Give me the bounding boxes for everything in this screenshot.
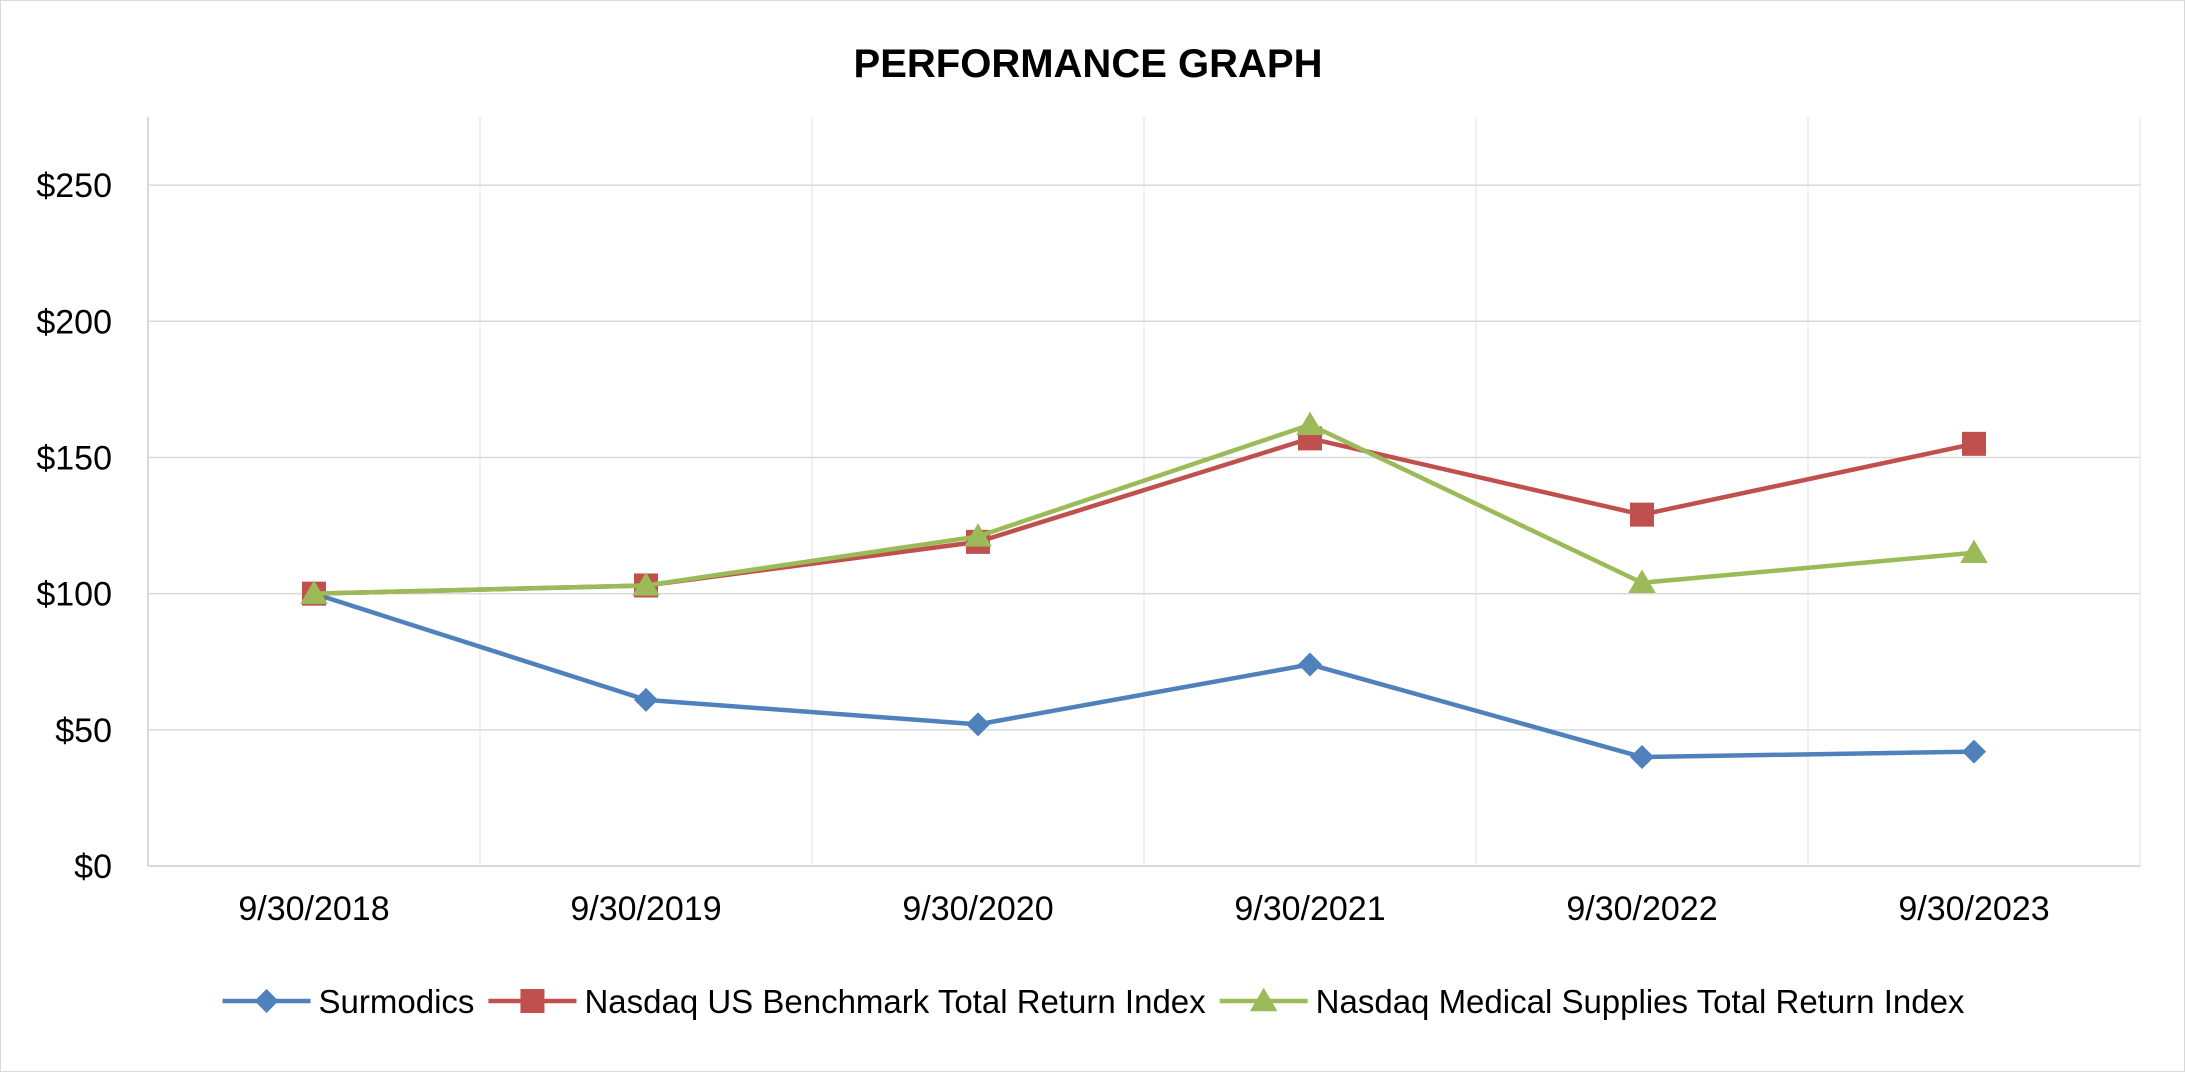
diamond-marker <box>1298 652 1322 677</box>
legend-item-2: Nasdaq US Benchmark Total Return Index <box>488 983 1206 1020</box>
triangle-marker <box>300 580 328 604</box>
x-tick-label: 9/30/2019 <box>570 890 721 928</box>
y-tick-label: $0 <box>74 848 112 886</box>
triangle-marker <box>964 523 992 547</box>
x-tick-label: 9/30/2021 <box>1234 890 1385 928</box>
x-tick-label: 9/30/2020 <box>902 890 1053 928</box>
chart-title: PERFORMANCE GRAPH <box>854 42 1323 86</box>
y-tick-label: $150 <box>36 439 112 477</box>
x-tick-label: 9/30/2023 <box>1898 890 2049 928</box>
series-layer <box>300 411 1988 770</box>
y-tick-label: $50 <box>55 712 112 750</box>
diamond-marker <box>1630 745 1654 770</box>
grid-layer <box>147 117 2141 866</box>
diamond-marker <box>966 712 990 737</box>
legend-item-3: Nasdaq Medical Supplies Total Return Ind… <box>1219 983 1965 1020</box>
diamond-marker <box>1962 739 1986 764</box>
series-line <box>313 422 1975 596</box>
legend-label: Surmodics <box>319 983 475 1020</box>
diamond-marker <box>254 989 279 1013</box>
legend-label: Nasdaq US Benchmark Total Return Index <box>584 983 1206 1020</box>
square-marker <box>1630 502 1654 527</box>
y-tick-label: $250 <box>36 167 112 205</box>
square-marker <box>1962 431 1986 456</box>
diamond-marker <box>634 687 658 712</box>
series-line <box>313 591 1975 760</box>
triangle-marker <box>1296 411 1324 435</box>
triangle-marker <box>1960 539 1988 563</box>
square-marker <box>520 989 545 1013</box>
triangle-marker <box>632 572 660 596</box>
y-tick-label: $200 <box>36 303 112 341</box>
x-tick-label: 9/30/2022 <box>1566 890 1717 928</box>
triangle-marker <box>1249 987 1278 1012</box>
legend-label: Nasdaq Medical Supplies Total Return Ind… <box>1316 983 1965 1020</box>
legend-item-1: Surmodics <box>222 983 475 1020</box>
series-3 <box>300 411 1988 604</box>
axis-layer: $0 $50 $100 $150 $200 $250 9/30/2018 9/30/2019 9… <box>36 117 2140 928</box>
legend: Surmodics Nasdaq US Benchmark Total Retur… <box>222 983 1965 1020</box>
triangle-marker <box>1628 569 1656 593</box>
y-tick-label: $100 <box>36 576 112 614</box>
x-tick-label: 9/30/2018 <box>238 890 389 928</box>
